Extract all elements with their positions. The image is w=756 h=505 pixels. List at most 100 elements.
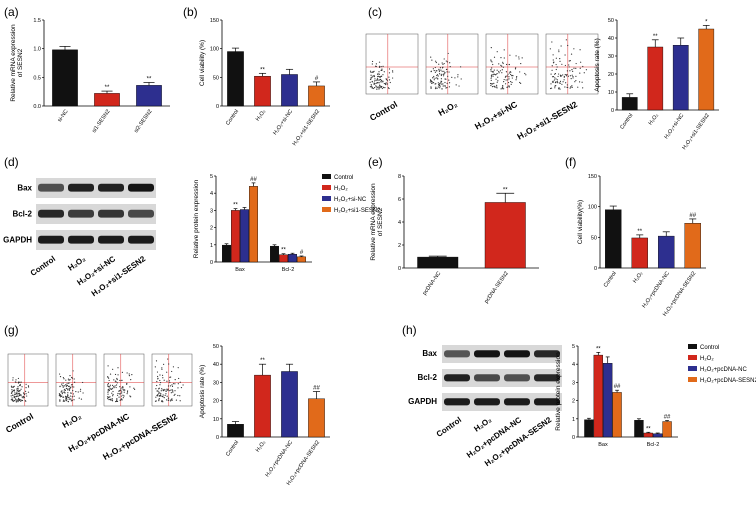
flow-event-dot [64, 389, 67, 392]
flow-event-dot [508, 72, 511, 74]
legend-entry: H₂O₂ [700, 356, 714, 362]
flow-event-dot [440, 82, 442, 84]
flow-event-dot [60, 391, 62, 393]
flow-event-dot [163, 396, 165, 399]
flow-event-dot [378, 86, 380, 89]
y-tick-label: 50 [591, 235, 597, 241]
bar-a-1 [94, 93, 120, 107]
flow-event-dot [392, 77, 394, 79]
flow-event-dot [19, 383, 21, 386]
flow-event-dot [67, 388, 69, 390]
flow-event-dot [19, 399, 21, 402]
flow-event-dot [491, 61, 493, 63]
bar-h-0-0 [584, 419, 594, 438]
flow-event-dot [443, 73, 445, 75]
flow-event-dot [440, 74, 442, 77]
flow-event-dot [122, 394, 124, 396]
flow-event-dot [126, 372, 128, 374]
flow-event-dot [116, 394, 119, 396]
flow-event-dot [551, 76, 554, 78]
flow-event-dot [380, 81, 382, 83]
chart-f: 0 50 100 150 Cell viability(%) Control ** H₂O₂H… [577, 174, 706, 318]
flow-event-dot [387, 87, 389, 89]
flow-event-dot [564, 54, 566, 56]
flow-event-dot [442, 63, 444, 65]
flow-event-dot [170, 389, 172, 391]
flow-event-dot [67, 378, 70, 380]
flow-event-dot [569, 87, 571, 89]
flow-event-dot [567, 75, 569, 77]
flow-event-dot [20, 388, 22, 390]
flow-event-dot [490, 59, 492, 61]
blot-band [38, 209, 64, 218]
flow-event-dot [385, 83, 387, 86]
y-tick-label: 4 [210, 191, 213, 197]
flow-event-dot [162, 401, 164, 403]
chart-g: 0 10 20 30 40 50 Apoptosis rate (%) Control ** H₂… [199, 344, 330, 487]
flow-event-dot [435, 86, 437, 88]
flow-event-dot [108, 379, 110, 382]
flow-event-dot [370, 85, 372, 87]
flow-event-dot [16, 399, 18, 401]
y-tick-label: 1 [210, 243, 213, 249]
flow-event-dot [378, 73, 380, 75]
flow-event-dot [438, 68, 440, 70]
flow-event-dot [508, 76, 510, 78]
flow-plot-frame [151, 353, 193, 407]
flow-plot-frame [365, 33, 419, 95]
blot-row-label: Bcl-2 [12, 209, 32, 218]
flow-event-dot [126, 383, 128, 385]
flow-event-dot [167, 397, 170, 399]
flow-event-dot [180, 386, 183, 389]
flow-event-dot [14, 392, 16, 394]
flow-event-dot [172, 390, 174, 392]
bar-b-2 [281, 74, 298, 107]
flow-event-dot [491, 71, 494, 73]
flow-event-dot [448, 86, 451, 88]
flow-event-dot [123, 391, 125, 393]
y-tick-label: 6 [398, 197, 401, 203]
flow-event-dot [120, 393, 122, 395]
flow-event-dot [71, 396, 73, 398]
flow-event-dot [378, 88, 380, 90]
flow-event-dot [116, 399, 118, 401]
flow-event-dot [116, 400, 119, 403]
flow-event-dot [446, 82, 448, 84]
bar-e-0 [417, 256, 459, 269]
y-tick-label: 50 [213, 75, 219, 81]
flow-event-dot [491, 85, 494, 88]
bar-h-1-3 [662, 421, 672, 438]
flow-event-dot [14, 398, 17, 400]
flow-event-dot [19, 384, 21, 387]
flow-event-dot [434, 83, 436, 85]
flow-event-dot [388, 68, 391, 70]
flow-event-dot [156, 380, 158, 383]
flow-event-dot [158, 398, 160, 400]
flow-event-dot [440, 78, 443, 80]
flow-event-dot [158, 400, 160, 402]
flow-event-dot [378, 71, 380, 73]
flow-event-dot [113, 387, 115, 389]
flow-event-dot [108, 389, 111, 392]
y-tick-label: 5 [210, 174, 213, 180]
flow-event-dot [65, 397, 67, 399]
blot-band [38, 183, 64, 192]
flow-event-dot [121, 392, 123, 394]
flow-event-dot [510, 80, 512, 83]
flow-event-dot [549, 87, 552, 90]
flow-event-dot [73, 399, 75, 401]
flow-event-dot [12, 377, 14, 379]
flow-event-dot [72, 393, 75, 395]
flow-event-dot [515, 79, 517, 81]
flow-event-dot [160, 390, 162, 392]
flow-event-dot [437, 78, 439, 80]
bar-c-0 [621, 97, 638, 111]
flow-event-dot [169, 376, 171, 378]
flow-event-dot [18, 395, 21, 397]
flow-event-dot [62, 386, 64, 388]
flow-event-dot [19, 390, 21, 392]
flow-event-dot [377, 79, 379, 81]
legend-swatch [688, 366, 697, 371]
flow-event-dot [556, 66, 558, 68]
flow-event-dot [501, 86, 503, 88]
